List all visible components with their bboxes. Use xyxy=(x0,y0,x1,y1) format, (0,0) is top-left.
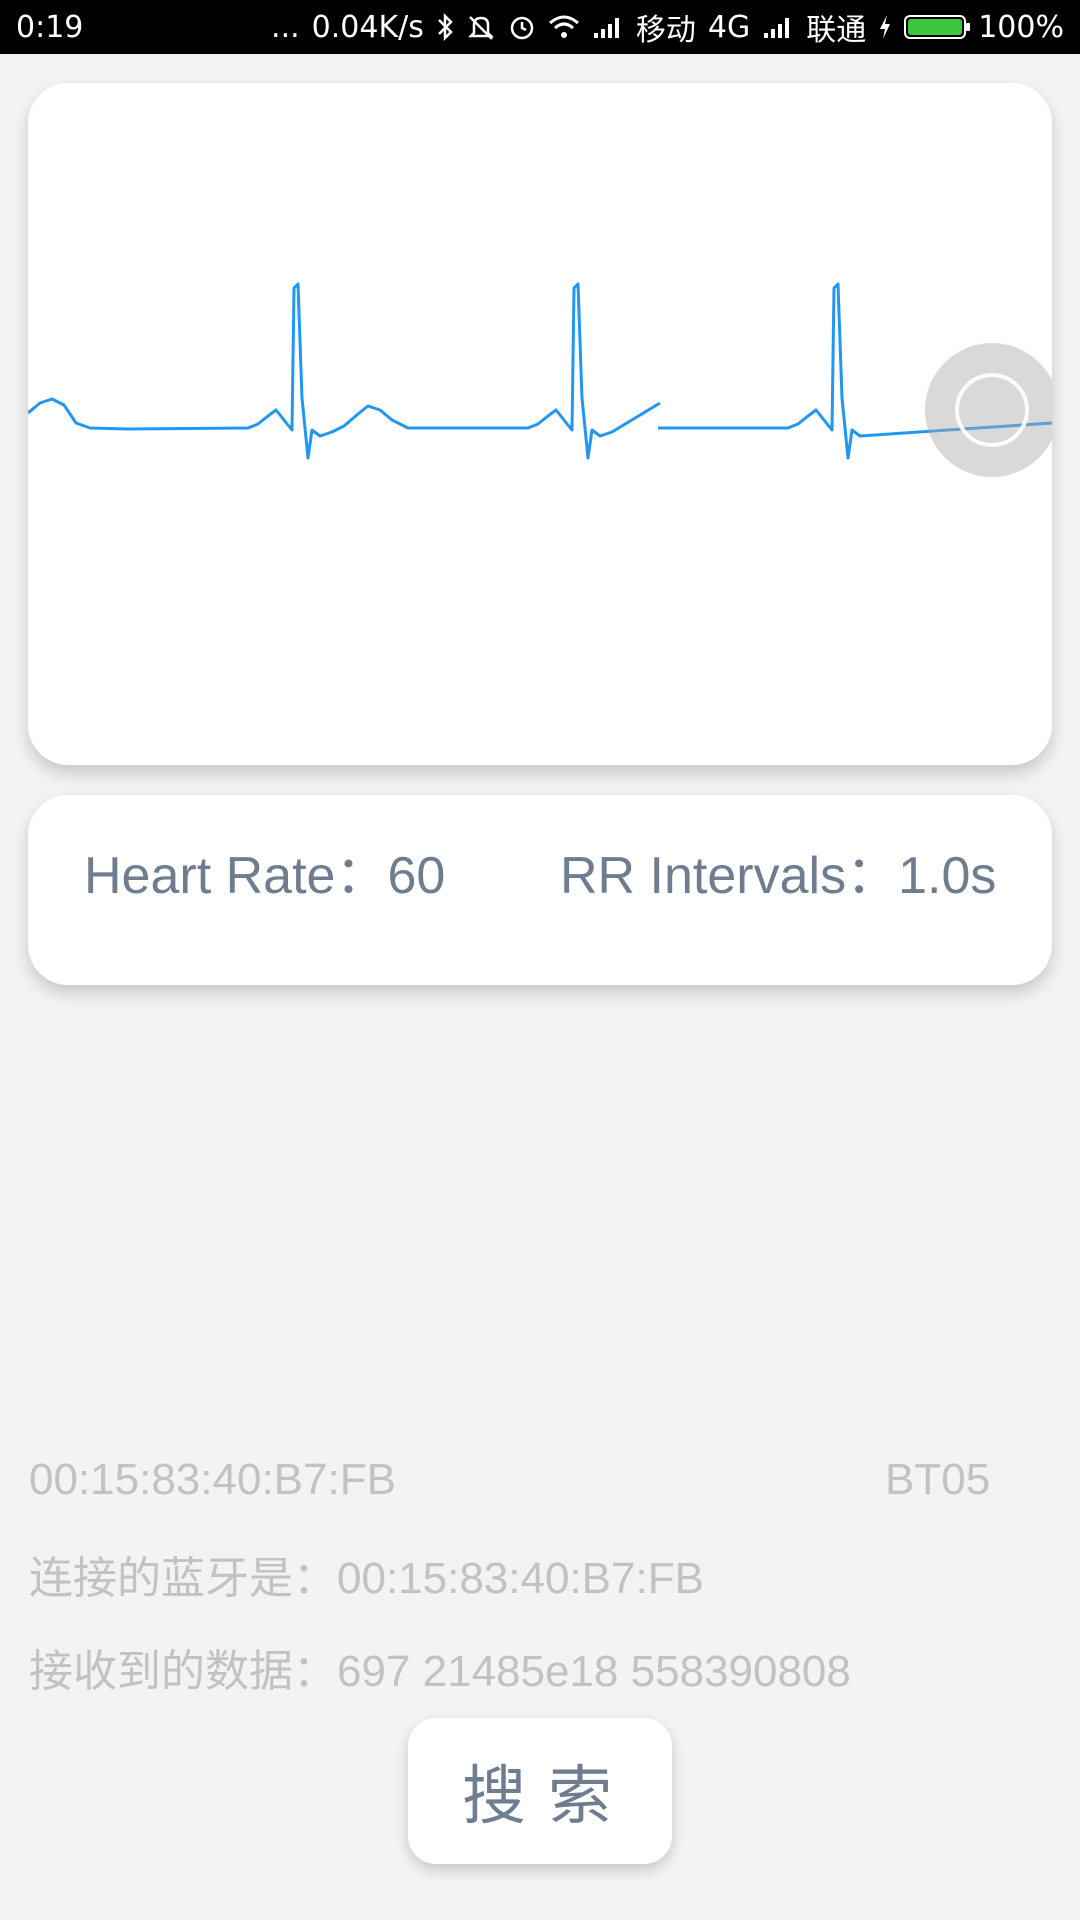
bluetooth-icon xyxy=(436,13,454,41)
status-right: ... 0.04K/s 移动 4G 联通 100% xyxy=(271,5,1064,49)
search-button[interactable]: 搜索 xyxy=(408,1718,672,1864)
battery-fill xyxy=(908,19,963,35)
mute-icon xyxy=(466,13,496,41)
signal-icon xyxy=(762,15,794,39)
ecg-waveform xyxy=(28,282,1052,460)
carrier-1: 移动 xyxy=(635,13,696,48)
ecg-trace-segment xyxy=(28,282,661,460)
rr-intervals-label: RR Intervals：1.0s xyxy=(560,847,997,905)
network-type: 4G xyxy=(707,9,751,45)
touch-ring xyxy=(955,373,1029,447)
status-dots: ... xyxy=(271,9,300,45)
carrier-2: 联通 xyxy=(806,13,867,48)
heart-rate-label: Heart Rate：60 xyxy=(84,847,446,905)
network-speed: 0.04K/s xyxy=(311,9,424,45)
charging-icon xyxy=(878,14,892,40)
connected-device-text: 连接的蓝牙是：00:15:83:40:B7:FB xyxy=(29,1554,704,1603)
signal-icon xyxy=(592,15,624,39)
status-time: 0:19 xyxy=(16,9,84,45)
received-data-text: 接收到的数据：697 21485e18 558390808 xyxy=(29,1647,851,1696)
ecg-card xyxy=(28,83,1052,765)
status-bar: 0:19 ... 0.04K/s 移动 4G 联通 100% xyxy=(0,0,1080,54)
battery-icon xyxy=(904,15,971,39)
device-name[interactable]: BT05 xyxy=(885,1455,991,1504)
alarm-icon xyxy=(508,13,536,41)
touch-indicator xyxy=(925,343,1052,477)
stats-card: Heart Rate：60 RR Intervals：1.0s xyxy=(28,795,1052,985)
device-mac[interactable]: 00:15:83:40:B7:FB xyxy=(29,1455,396,1504)
wifi-icon xyxy=(548,14,580,40)
ecg-trace-segment xyxy=(658,282,1052,460)
battery-percent: 100% xyxy=(978,9,1064,45)
